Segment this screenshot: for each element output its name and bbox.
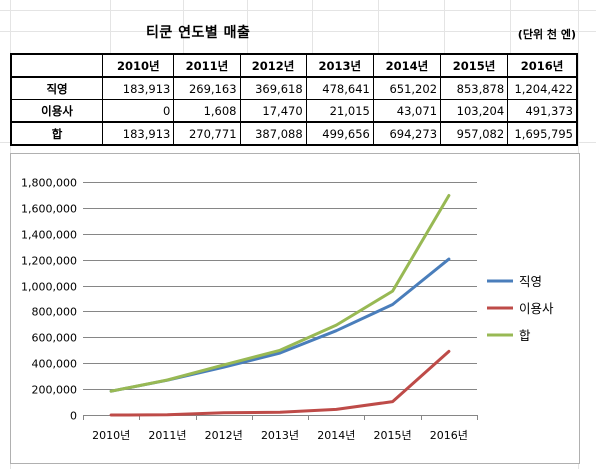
legend-label: 합 bbox=[519, 328, 531, 343]
table-cell[interactable]: 183,913 bbox=[102, 121, 175, 146]
table-cell[interactable]: 21,015 bbox=[305, 99, 374, 123]
y-tick-label: 1,400,000 bbox=[21, 229, 77, 242]
table-cell[interactable]: 1,695,795 bbox=[507, 121, 578, 146]
row-label[interactable]: 이용사 bbox=[10, 99, 104, 123]
table-cell[interactable]: 1,608 bbox=[173, 99, 241, 123]
table-cell[interactable]: 651,202 bbox=[372, 76, 442, 100]
table-cell[interactable]: 957,082 bbox=[440, 121, 509, 146]
line-chart[interactable]: 0 200,000 400,000 600,000 800,000 1,000,000 1,… bbox=[10, 153, 580, 464]
x-tick-label: 2015년 bbox=[374, 429, 412, 442]
unit-label: (단위 천 엔) bbox=[517, 28, 576, 41]
table-cell[interactable]: 43,071 bbox=[372, 99, 442, 123]
table-header-cell[interactable]: 2012년 bbox=[239, 53, 307, 78]
table-cell[interactable]: 478,641 bbox=[305, 76, 374, 100]
table-cell[interactable]: 853,878 bbox=[440, 76, 509, 100]
table-header-cell[interactable]: 2010년 bbox=[102, 53, 175, 78]
row-label[interactable]: 합 bbox=[10, 121, 104, 146]
table-cell[interactable]: 183,913 bbox=[102, 76, 175, 100]
table-cell[interactable]: 269,163 bbox=[173, 76, 241, 100]
table-header-cell[interactable]: 2013년 bbox=[305, 53, 374, 78]
y-tick-label: 1,600,000 bbox=[21, 203, 77, 216]
table-cell[interactable]: 387,088 bbox=[239, 121, 307, 146]
table-header-cell[interactable]: 2016년 bbox=[507, 53, 578, 78]
legend-label: 이용사 bbox=[519, 301, 554, 316]
y-tick-label: 1,200,000 bbox=[21, 255, 77, 268]
table-header-cell[interactable]: 2011년 bbox=[173, 53, 241, 78]
table-cell[interactable]: 17,470 bbox=[239, 99, 307, 123]
x-tick-label: 2016년 bbox=[430, 429, 468, 442]
table-cell[interactable]: 491,373 bbox=[507, 99, 578, 123]
y-tick-label: 800,000 bbox=[32, 306, 78, 319]
series-line bbox=[109, 349, 451, 417]
table-cell[interactable]: 499,656 bbox=[305, 121, 374, 146]
y-tick-label: 400,000 bbox=[32, 358, 78, 371]
table-cell[interactable]: 369,618 bbox=[239, 76, 307, 100]
y-tick-label: 1,000,000 bbox=[21, 281, 77, 294]
x-tick-label: 2010년 bbox=[92, 429, 130, 442]
x-tick-label: 2012년 bbox=[205, 429, 243, 442]
table-cell[interactable]: 103,204 bbox=[440, 99, 509, 123]
table-header-cell[interactable]: 2014년 bbox=[372, 53, 442, 78]
sales-table: 2010년 2011년 2012년 2013년 2014년 2015년 2016… bbox=[10, 53, 578, 146]
table-cell[interactable]: 0 bbox=[102, 99, 175, 123]
table-header-row: 2010년 2011년 2012년 2013년 2014년 2015년 2016… bbox=[10, 53, 578, 78]
table-row: 합 183,913 270,771 387,088 499,656 694,27… bbox=[10, 121, 578, 146]
y-tick-label: 200,000 bbox=[32, 384, 78, 397]
row-label[interactable]: 직영 bbox=[10, 76, 104, 100]
y-tick-label: 1,800,000 bbox=[21, 177, 77, 190]
table-row: 이용사 0 1,608 17,470 21,015 43,071 103,204… bbox=[10, 99, 578, 123]
table-header-corner[interactable] bbox=[10, 53, 104, 78]
table-cell[interactable]: 694,273 bbox=[372, 121, 442, 146]
x-tick-label: 2014년 bbox=[317, 429, 355, 442]
y-tick-label: 600,000 bbox=[32, 332, 78, 345]
series-line bbox=[109, 194, 451, 393]
table-cell[interactable]: 1,204,422 bbox=[507, 76, 578, 100]
legend-label: 직영 bbox=[519, 274, 542, 289]
table-header-cell[interactable]: 2015년 bbox=[440, 53, 509, 78]
table-row: 직영 183,913 269,163 369,618 478,641 651,2… bbox=[10, 76, 578, 100]
table-cell[interactable]: 270,771 bbox=[173, 121, 241, 146]
x-tick-label: 2011년 bbox=[148, 429, 186, 442]
chart-plot: 0 200,000 400,000 600,000 800,000 1,000,000 1,… bbox=[21, 177, 554, 443]
page-title: 티쿤 연도별 매출 bbox=[146, 25, 251, 41]
x-tick-label: 2013년 bbox=[261, 429, 299, 442]
y-tick-label: 0 bbox=[70, 410, 77, 423]
